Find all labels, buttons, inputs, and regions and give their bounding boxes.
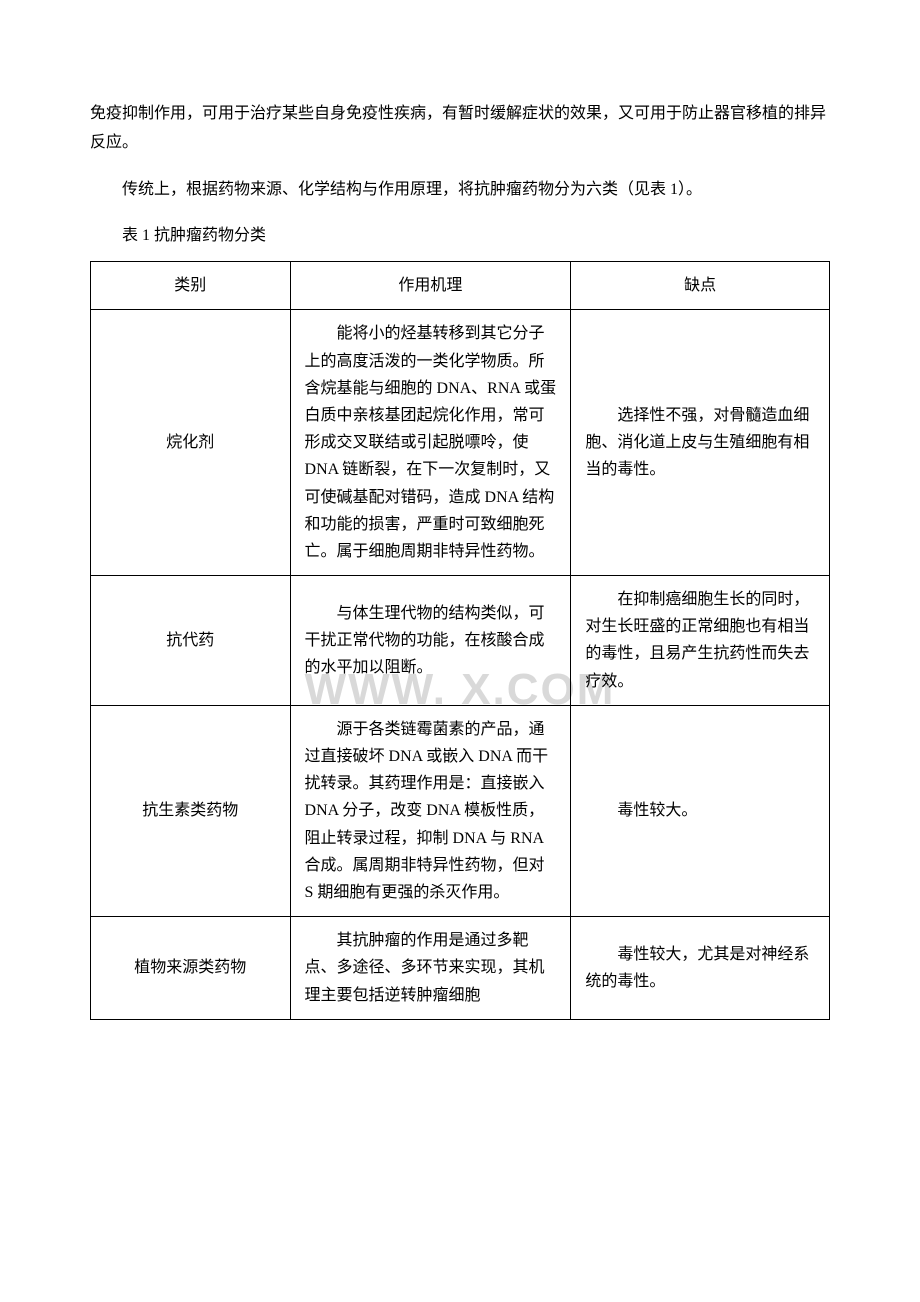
cell-mechanism: 与体生理代物的结构类似，可干扰正常代物的功能，在核酸合成的水平加以阻断。 [290, 576, 571, 706]
intro-paragraph-1: 免疫抑制作用，可用于治疗某些自身免疫性疾病，有暂时缓解症状的效果，又可用于防止器… [90, 100, 830, 158]
table-header-row: 类别 作用机理 缺点 [91, 262, 830, 310]
header-drawback: 缺点 [571, 262, 830, 310]
table-row: 烷化剂 能将小的烃基转移到其它分子上的高度活泼的一类化学物质。所含烷基能与细胞的… [91, 310, 830, 576]
cell-drawback: 毒性较大，尤其是对神经系统的毒性。 [571, 917, 830, 1020]
drug-classification-table: 类别 作用机理 缺点 烷化剂 能将小的烃基转移到其它分子上的高度活泼的一类化学物… [90, 261, 830, 1020]
cell-drawback: 毒性较大。 [571, 705, 830, 916]
cell-mechanism: 能将小的烃基转移到其它分子上的高度活泼的一类化学物质。所含烷基能与细胞的 DNA… [290, 310, 571, 576]
cell-category: 植物来源类药物 [91, 917, 291, 1020]
cell-category: 烷化剂 [91, 310, 291, 576]
cell-category: 抗代药 [91, 576, 291, 706]
cell-mechanism: 源于各类链霉菌素的产品，通过直接破坏 DNA 或嵌入 DNA 而干扰转录。其药理… [290, 705, 571, 916]
table-row: 植物来源类药物 其抗肿瘤的作用是通过多靶点、多途径、多环节来实现，其机理主要包括… [91, 917, 830, 1020]
header-mechanism: 作用机理 [290, 262, 571, 310]
cell-category: 抗生素类药物 [91, 705, 291, 916]
table-row: 抗代药 与体生理代物的结构类似，可干扰正常代物的功能，在核酸合成的水平加以阻断。… [91, 576, 830, 706]
table-row: 抗生素类药物 源于各类链霉菌素的产品，通过直接破坏 DNA 或嵌入 DNA 而干… [91, 705, 830, 916]
cell-drawback: 选择性不强，对骨髓造血细胞、消化道上皮与生殖细胞有相当的毒性。 [571, 310, 830, 576]
cell-mechanism: 其抗肿瘤的作用是通过多靶点、多途径、多环节来实现，其机理主要包括逆转肿瘤细胞 [290, 917, 571, 1020]
header-category: 类别 [91, 262, 291, 310]
table-caption: 表 1 抗肿瘤药物分类 [90, 222, 830, 251]
intro-paragraph-2: 传统上，根据药物来源、化学结构与作用原理，将抗肿瘤药物分为六类（见表 1）。 [90, 176, 830, 205]
cell-drawback: 在抑制癌细胞生长的同时，对生长旺盛的正常细胞也有相当的毒性，且易产生抗药性而失去… [571, 576, 830, 706]
